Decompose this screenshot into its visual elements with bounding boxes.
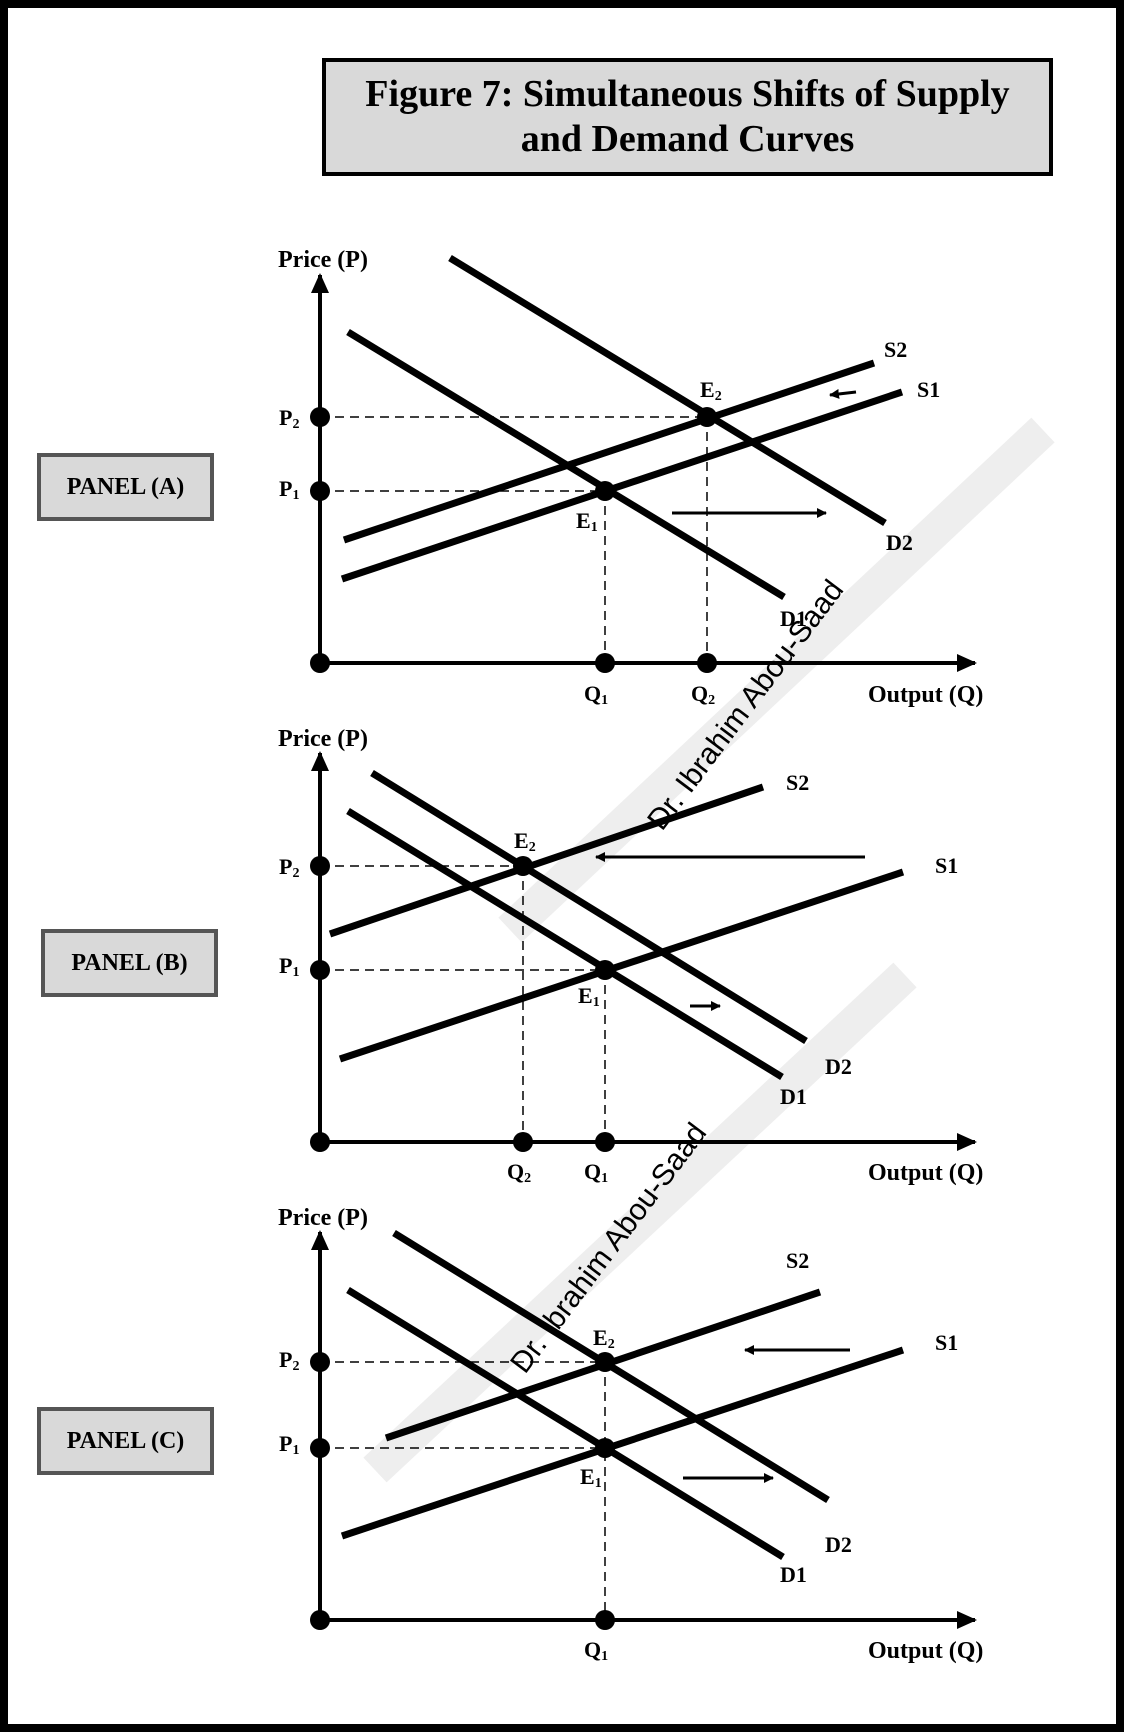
panel-b-p1-point xyxy=(310,960,330,980)
panel-c-price-axis-label: Price (P) xyxy=(278,1205,368,1231)
panel-c-diagram: Price (P) Output (Q) P2 P1 Q1 E2 E1 S2 S… xyxy=(278,1205,983,1664)
panel-c-origin xyxy=(310,1610,330,1630)
panel-a-d1-label: D1 xyxy=(780,606,807,631)
panel-a-origin xyxy=(310,653,330,673)
panel-b-p1-label: P1 xyxy=(279,953,299,980)
panel-b-diagram: Price (P) Output (Q) P2 P1 Q2 Q1 E2 E1 xyxy=(278,726,983,1186)
panel-b-q1-label: Q1 xyxy=(584,1159,608,1186)
panel-c-e2-point xyxy=(595,1352,615,1372)
panel-c-q1-label: Q1 xyxy=(584,1637,608,1664)
panel-b-p2-point xyxy=(310,856,330,876)
figure-title-line-1: Figure 7: Simultaneous Shifts of Supply xyxy=(365,73,1010,115)
panel-c-e2-label: E2 xyxy=(593,1325,615,1352)
panel-b-e1-point xyxy=(595,960,615,980)
panel-c-p1-label: P1 xyxy=(279,1431,299,1458)
panel-c-demand-d1 xyxy=(346,1287,785,1560)
panel-b-e1-label: E1 xyxy=(578,983,600,1010)
panel-c-output-axis-label: Output (Q) xyxy=(868,1638,983,1664)
panel-b-output-axis-label: Output (Q) xyxy=(868,1160,983,1186)
panel-a-s2-label: S2 xyxy=(884,337,907,362)
panel-c-d2-label: D2 xyxy=(825,1532,852,1557)
panel-c-e1-label: E1 xyxy=(580,1464,602,1491)
figure-title-box: Figure 7: Simultaneous Shifts of Supply … xyxy=(322,58,1053,176)
panel-b-d2-label: D2 xyxy=(825,1054,852,1079)
panel-b-e2-label: E2 xyxy=(514,828,536,855)
panel-a-e2-point xyxy=(697,407,717,427)
panel-b-demand-d1 xyxy=(346,808,784,1080)
watermark-band-lower xyxy=(363,962,917,1483)
panel-a-diagram: Price (P) Output (Q) P2 P1 Q1 Q2 E1 E2 xyxy=(278,247,983,708)
figure-title-line-2: and Demand Curves xyxy=(520,118,855,160)
panel-a-d2-label: D2 xyxy=(886,530,913,555)
panel-a-supply-shift-arrow xyxy=(829,389,857,399)
panel-b-origin xyxy=(310,1132,330,1152)
panel-a-supply-s2 xyxy=(342,359,876,544)
panel-c-q1-point xyxy=(595,1610,615,1630)
panel-b-demand-d2 xyxy=(370,770,808,1044)
panel-a-label: PANEL (A) xyxy=(37,453,214,521)
panel-c-supply-s1 xyxy=(340,1346,905,1540)
panel-b-q2-point xyxy=(513,1132,533,1152)
panel-c-p2-point xyxy=(310,1352,330,1372)
panel-b-supply-s1 xyxy=(338,868,905,1063)
panel-a-e1-point xyxy=(595,481,615,501)
watermark-band-upper xyxy=(498,417,1055,943)
panel-b-supply-s2 xyxy=(328,783,765,938)
panel-a-output-axis-label: Output (Q) xyxy=(868,682,983,708)
figure-title: Figure 7: Simultaneous Shifts of Supply … xyxy=(365,72,1009,162)
panel-b-s2-label: S2 xyxy=(786,770,809,795)
watermark-text-upper: Dr. Ibrahim Abou-Saad xyxy=(641,574,850,836)
panel-a-s1-label: S1 xyxy=(917,377,940,402)
panel-a-e2-label: E2 xyxy=(700,377,722,404)
panel-c-label: PANEL (C) xyxy=(37,1407,214,1475)
panel-a-supply-s1 xyxy=(340,388,904,583)
panel-b-q2-label: Q2 xyxy=(507,1159,531,1186)
panel-b-q1-point xyxy=(595,1132,615,1152)
panel-a-p2-point xyxy=(310,407,330,427)
panel-a-q2-point xyxy=(697,653,717,673)
panel-b-e2-point xyxy=(513,856,533,876)
panel-a-q1-label: Q1 xyxy=(584,681,608,708)
panel-b-label: PANEL (B) xyxy=(41,929,218,997)
panel-b-p2-label: P2 xyxy=(279,854,299,881)
panel-b-price-axis-label: Price (P) xyxy=(278,726,368,752)
panel-a-e1-label: E1 xyxy=(576,508,598,535)
panel-a-demand-d2 xyxy=(448,255,887,526)
panel-c-p1-point xyxy=(310,1438,330,1458)
panel-c-p2-label: P2 xyxy=(279,1347,299,1374)
panel-a-q1-point xyxy=(595,653,615,673)
panel-c-s2-label: S2 xyxy=(786,1248,809,1273)
panel-a-p2-label: P2 xyxy=(279,405,299,432)
watermark: Dr. Ibrahim Abou-Saad Dr. Ibrahim Abou-S… xyxy=(363,417,1055,1483)
panel-b-s1-label: S1 xyxy=(935,853,958,878)
panel-a-q2-label: Q2 xyxy=(691,681,715,708)
panel-c-e1-point xyxy=(595,1438,615,1458)
panel-a-price-axis-label: Price (P) xyxy=(278,247,368,273)
panel-a-p1-label: P1 xyxy=(279,476,299,503)
panel-c-s1-label: S1 xyxy=(935,1330,958,1355)
panel-a-p1-point xyxy=(310,481,330,501)
panel-c-d1-label: D1 xyxy=(780,1562,807,1587)
panel-b-d1-label: D1 xyxy=(780,1084,807,1109)
